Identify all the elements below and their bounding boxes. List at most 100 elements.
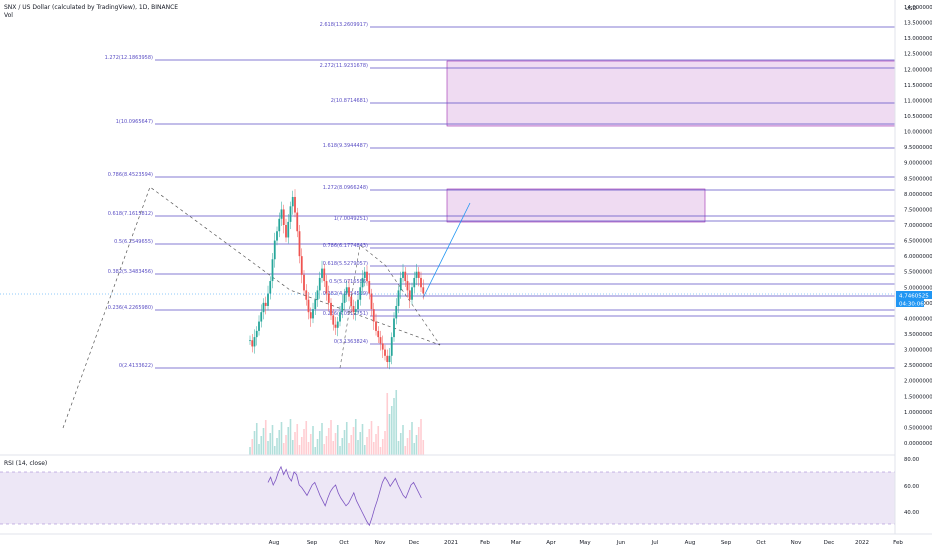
candle-body: [307, 299, 310, 313]
fib-level-label: 0.5(6.2549655): [114, 239, 153, 245]
candle-body: [296, 212, 299, 232]
candle-body: [343, 293, 346, 303]
trend-lines[interactable]: [62, 186, 471, 429]
price-tick: 11.5000000: [904, 83, 932, 89]
fib-level-label: 0.786(8.4523594): [108, 172, 153, 178]
fib-level-label: 1.272(12.1863958): [105, 55, 153, 61]
dashed-swing-line[interactable]: [62, 186, 441, 429]
volume-bar: [255, 423, 258, 455]
candle-body: [298, 231, 301, 257]
volume-bar: [305, 421, 308, 455]
price-tick: 5.0000000: [904, 285, 932, 291]
bar-countdown: 04:30:06: [899, 302, 924, 308]
candle-body: [260, 312, 263, 322]
candle-body: [390, 337, 393, 356]
price-tick: 0.0000000: [904, 441, 932, 447]
current-price-value: 4.7460525: [899, 294, 929, 300]
volume-bar: [341, 438, 344, 455]
time-axis[interactable]: Aug Sep Oct Nov Dec 2021 Feb Mar Apr May Jun Jul Aug…: [269, 540, 904, 546]
time-tick: Dec: [824, 540, 835, 546]
candle-body: [352, 305, 355, 313]
volume-bar: [361, 424, 364, 455]
volume-bar: [413, 443, 416, 455]
volume-bar: [273, 446, 276, 455]
price-axis[interactable]: 14.0000000 13.5000000 13.0000000 12.5000000…: [904, 5, 932, 447]
time-tick: Dec: [409, 540, 420, 546]
volume-bar: [289, 419, 292, 455]
price-tick: 13.0000000: [904, 36, 932, 42]
volume-bar: [395, 390, 398, 455]
price-tick: 6.0000000: [904, 254, 932, 260]
dashed-fib-anchor[interactable]: [339, 244, 441, 369]
volume-bar: [296, 424, 299, 455]
fib-level-label: 0.618(5.5279057): [323, 261, 368, 267]
volume-bar: [271, 425, 274, 455]
volume-legend[interactable]: Vol: [4, 12, 13, 19]
candle-body: [372, 309, 375, 322]
time-tick: May: [579, 540, 591, 546]
volume-bar: [402, 425, 404, 455]
candle-body: [325, 281, 328, 294]
volume-bar: [348, 443, 350, 455]
volume-bar: [269, 433, 272, 455]
projection-line[interactable]: [422, 202, 471, 299]
fib-level-label: 0.236(4.0512751): [323, 311, 368, 317]
volume-bar: [314, 447, 317, 455]
volume-bar: [280, 422, 283, 455]
volume-bar: [318, 431, 321, 455]
rsi-legend[interactable]: RSI (14, close): [4, 460, 48, 467]
candle-body: [323, 268, 326, 282]
volume-bar: [375, 434, 377, 455]
symbol-title[interactable]: SNX / US Dollar (calculated by TradingVi…: [4, 4, 179, 11]
volume-bar: [386, 393, 389, 455]
target-zones: [446, 60, 896, 223]
time-tick: Aug: [685, 540, 696, 546]
candle-body: [287, 221, 290, 238]
time-tick: Nov: [791, 540, 802, 546]
volume-bar: [294, 432, 296, 455]
price-tick: 8.5000000: [904, 176, 932, 182]
price-tick: 13.5000000: [904, 21, 932, 27]
volume-bar: [276, 438, 278, 455]
volume-bar: [379, 447, 382, 455]
price-tick: 8.0000000: [904, 192, 932, 198]
volume-bar: [388, 414, 391, 455]
volume-bar: [262, 428, 265, 455]
candle-body: [384, 349, 386, 356]
candle-body: [314, 299, 317, 310]
candle-body: [269, 281, 272, 294]
candle-body: [386, 355, 389, 363]
volume-bar: [251, 439, 254, 455]
candle-body: [415, 271, 418, 278]
rsi-axis[interactable]: 80.00 60.00 40.00: [904, 457, 920, 516]
candle-body: [303, 274, 305, 291]
candle-body: [330, 302, 332, 316]
candle-body: [264, 302, 267, 306]
candle-body: [354, 309, 357, 313]
candle-body: [294, 196, 296, 213]
volume-bar: [321, 423, 323, 455]
candle-body: [348, 287, 350, 297]
candle-body: [251, 340, 254, 347]
candle-body: [278, 218, 281, 232]
price-tick: 12.5000000: [904, 52, 932, 58]
volume-bar: [339, 446, 341, 455]
fibonacci-lines[interactable]: [155, 26, 895, 369]
fibonacci-labels: 2.618(13.2609917) 2.272(11.9231678) 2(10.8…: [105, 22, 368, 369]
candle-body: [249, 340, 251, 342]
candle-body: [276, 231, 278, 241]
candle-body: [381, 343, 384, 350]
candle-body: [404, 271, 407, 282]
price-tick: 9.5000000: [904, 145, 932, 151]
candle-body: [341, 302, 344, 313]
price-tick: 12.0000000: [904, 67, 932, 73]
volume-bar: [415, 435, 418, 455]
volume-bar: [300, 437, 303, 455]
candle-body: [334, 324, 337, 328]
volume-bar: [384, 431, 386, 455]
price-tick: 10.0000000: [904, 130, 932, 136]
fib-level-label: 2.272(11.9231678): [320, 63, 368, 69]
price-tick: 3.0000000: [904, 348, 932, 354]
fib-level-label: 0(3.1363824): [334, 339, 368, 345]
